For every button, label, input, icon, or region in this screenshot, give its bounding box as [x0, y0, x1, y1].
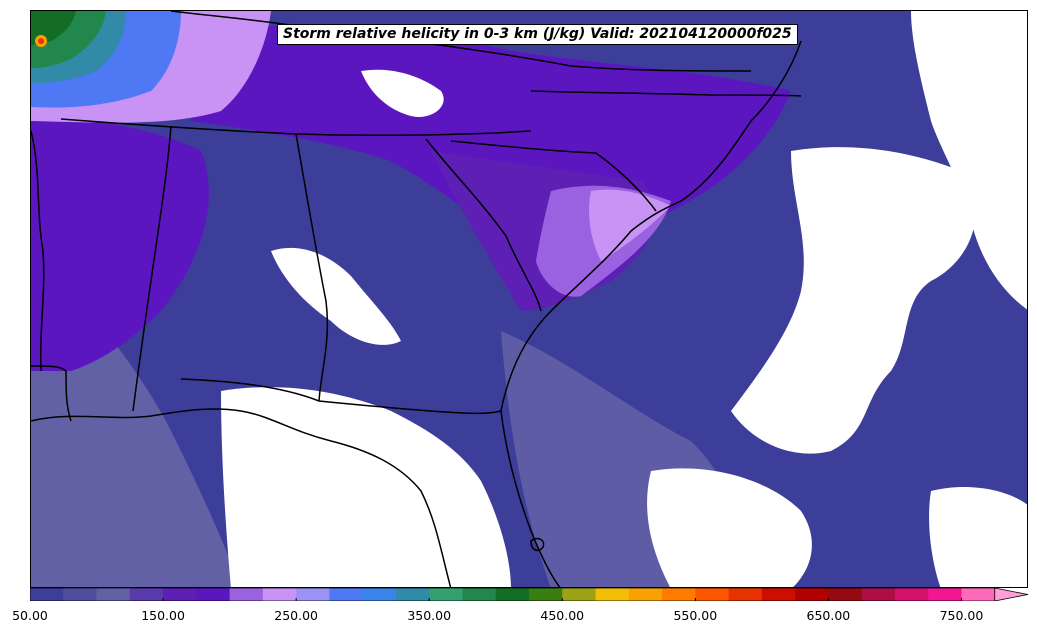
- helicity-field-gap-southeast: [647, 468, 812, 587]
- colorbar-segment: [861, 588, 896, 601]
- colorbar-segment: [562, 588, 597, 601]
- colorbar-extend-arrow: [994, 588, 1029, 601]
- colorbar-segment: [828, 588, 863, 601]
- colorbar-segment: [229, 588, 264, 601]
- coastline-atlantic: [500, 40, 802, 412]
- colorbar-segment: [163, 588, 197, 601]
- colorbar-segment: [196, 588, 231, 601]
- helicity-field-gap-kentucky: [361, 69, 444, 117]
- colorbar-tick-label: 550.00: [673, 608, 718, 623]
- colorbar-segment: [495, 588, 530, 601]
- map-title: Storm relative helicity in 0-3 km (J/kg)…: [277, 24, 798, 45]
- helicity-field-gap-far-se: [929, 486, 1027, 587]
- state-line-ms-al: [132, 125, 172, 412]
- colorbar-segment: [462, 588, 497, 601]
- coastline-florida-east: [500, 410, 561, 587]
- colorbar-tick-label: 750.00: [939, 608, 984, 623]
- colorbar-segment: [362, 588, 397, 601]
- colorbar-segment: [662, 588, 696, 601]
- helicity-field-lavender-core: [589, 189, 671, 261]
- colorbar-segment: [795, 588, 829, 601]
- colorbar-segment: [529, 588, 563, 601]
- helicity-field-gap-far-east: [911, 11, 1027, 310]
- colorbar-segment: [296, 588, 330, 601]
- colorbar-segment: [129, 588, 164, 601]
- helicity-field-map: [31, 11, 1027, 587]
- helicity-field-purple-west: [31, 111, 209, 371]
- colorbar-tick-label: 650.00: [806, 608, 851, 623]
- state-line-nc-va: [530, 90, 802, 97]
- state-line-ky-tn: [170, 11, 752, 72]
- colorbar-tick-label: 250.00: [274, 608, 318, 623]
- colorbar-segment: [928, 588, 962, 601]
- colorbar-segment: [429, 588, 463, 601]
- colorbar-tick-label: 350.00: [407, 608, 452, 623]
- state-line-la-ms: [31, 365, 72, 422]
- helicity-field-gap-georgia: [271, 247, 401, 345]
- state-line-al-ga: [295, 133, 329, 402]
- colorbar-tick-label: 450.00: [540, 608, 585, 623]
- colorbar-segment: [628, 588, 663, 601]
- state-line-ga-sc: [425, 138, 542, 312]
- colorbar-segment: [63, 588, 98, 601]
- state-line-nc-sc: [450, 140, 657, 212]
- colorbar-segment: [728, 588, 763, 601]
- colorbar-segment: [395, 588, 430, 601]
- coastline-gulf: [31, 408, 452, 587]
- colorbar-segment: [30, 588, 64, 601]
- colorbar-segment: [695, 588, 730, 601]
- colorbar-tick-label: 50.00: [12, 608, 48, 623]
- colorbar: [30, 588, 1029, 601]
- colorbar-tick-label: 150.00: [141, 608, 185, 623]
- map-panel: Storm relative helicity in 0-3 km (J/kg)…: [30, 10, 1028, 588]
- colorbar-segment: [961, 588, 996, 601]
- colorbar-segment: [761, 588, 796, 601]
- helicity-field-red-spot: [38, 38, 44, 44]
- colorbar-segment: [894, 588, 929, 601]
- colorbar-segment: [595, 588, 630, 601]
- lake-okeechobee: [530, 537, 545, 552]
- colorbar-segment: [329, 588, 364, 601]
- colorbar-segment: [96, 588, 131, 601]
- river-mississippi: [31, 130, 45, 372]
- helicity-field-gap-atlantic-east: [731, 147, 976, 454]
- map-outlines: [31, 11, 802, 587]
- state-line-ga-fl: [180, 378, 502, 415]
- colorbar-segment: [262, 588, 297, 601]
